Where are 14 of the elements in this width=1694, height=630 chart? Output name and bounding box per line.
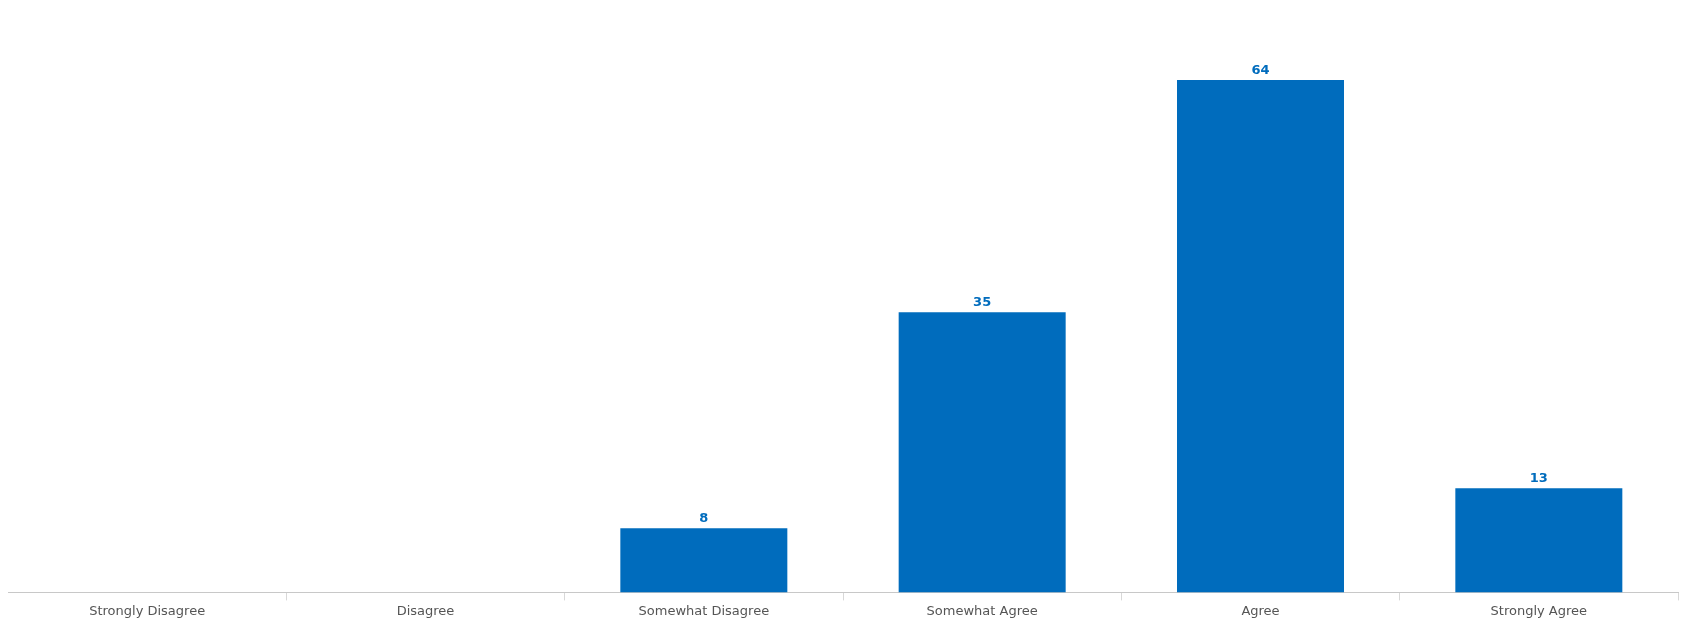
data-label: 13 xyxy=(1529,470,1548,486)
x-tick-label: Somewhat Disagree xyxy=(638,602,770,618)
bar xyxy=(620,528,788,593)
x-tick-label: Disagree xyxy=(396,602,455,618)
bar xyxy=(1455,488,1623,593)
data-label: 8 xyxy=(699,510,709,526)
x-tick-label: Somewhat Agree xyxy=(926,602,1038,618)
data-label: 64 xyxy=(1251,61,1270,77)
x-tick-label: Agree xyxy=(1241,602,1280,618)
bar xyxy=(898,312,1066,593)
x-tick-label: Strongly Agree xyxy=(1490,602,1588,618)
x-tick-label: Strongly Disagree xyxy=(89,602,206,618)
data-label: 35 xyxy=(973,294,992,310)
bar xyxy=(1177,80,1344,593)
